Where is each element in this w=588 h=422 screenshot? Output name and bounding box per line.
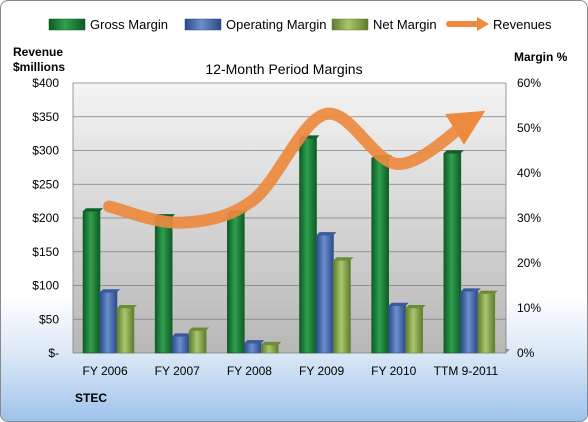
legend-swatch-net-margin bbox=[331, 18, 369, 31]
category-label: TTM 9-2011 bbox=[434, 364, 499, 378]
net-margin-bar-top bbox=[477, 290, 498, 294]
right-tick-label: 50% bbox=[517, 121, 541, 135]
category-label: FY 2010 bbox=[371, 364, 416, 378]
company-ticker: STEC bbox=[75, 391, 107, 405]
revenues-line bbox=[103, 107, 486, 229]
net-margin-bar bbox=[188, 330, 207, 354]
gross-margin-bar bbox=[299, 138, 317, 354]
net-margin-bar bbox=[116, 307, 135, 354]
left-tick-label: $150 bbox=[32, 245, 59, 259]
left-tick-label: $100 bbox=[32, 279, 59, 293]
left-tick-label: $300 bbox=[32, 144, 59, 158]
operating-margin-bar bbox=[388, 305, 406, 354]
legend-swatch-gross-margin bbox=[48, 18, 86, 31]
right-tick-label: 60% bbox=[517, 76, 541, 90]
operating-margin-bar bbox=[244, 342, 262, 354]
left-axis-title-line2: $millions bbox=[13, 60, 65, 74]
net-margin-bar bbox=[477, 293, 496, 354]
operating-margin-bar-top bbox=[316, 232, 337, 236]
net-margin-bar-top bbox=[189, 327, 210, 331]
net-margin-bar bbox=[261, 344, 279, 354]
right-tick-label: 0% bbox=[517, 346, 535, 360]
operating-margin-bar-top bbox=[172, 333, 193, 337]
legend-swatch-operating-margin bbox=[184, 18, 222, 31]
category-label: FY 2006 bbox=[83, 364, 128, 378]
gross-margin-bar bbox=[154, 216, 173, 354]
legend-label-net-margin: Net Margin bbox=[373, 17, 437, 32]
net-margin-bar-top bbox=[405, 305, 426, 308]
operating-margin-bar-top bbox=[100, 289, 120, 293]
left-tick-label: $200 bbox=[32, 211, 59, 225]
net-margin-bar-top bbox=[117, 305, 137, 308]
net-margin-bar-top bbox=[261, 341, 282, 345]
gross-margin-bar-top bbox=[443, 150, 464, 154]
category-label: FY 2009 bbox=[299, 364, 344, 378]
net-margin-bar-top bbox=[333, 257, 354, 261]
left-axis-title-line1: Revenue bbox=[13, 45, 63, 59]
net-margin-bar bbox=[333, 259, 351, 354]
right-axis-title: Margin % bbox=[514, 50, 568, 64]
gross-margin-bar bbox=[443, 152, 462, 354]
legend-arrow-icon bbox=[477, 17, 489, 31]
gross-margin-bar bbox=[82, 210, 101, 354]
operating-margin-bar bbox=[316, 234, 334, 354]
category-label: FY 2007 bbox=[155, 364, 200, 378]
operating-margin-bar bbox=[171, 336, 190, 354]
chart-title: 12-Month Period Margins bbox=[205, 61, 362, 77]
operating-margin-bar bbox=[460, 291, 479, 354]
legend-label-revenues: Revenues bbox=[493, 17, 552, 32]
left-tick-label: $350 bbox=[32, 110, 59, 124]
gross-margin-bar bbox=[371, 157, 389, 354]
operating-margin-bar-top bbox=[244, 340, 265, 344]
operating-margin-bar-top bbox=[388, 302, 409, 306]
operating-margin-bar bbox=[99, 291, 118, 354]
left-tick-label: $- bbox=[48, 346, 59, 360]
left-tick-label: $400 bbox=[32, 76, 59, 90]
right-tick-label: 30% bbox=[517, 211, 541, 225]
right-tick-label: 20% bbox=[517, 256, 541, 270]
category-label: FY 2008 bbox=[227, 364, 272, 378]
net-margin-bar bbox=[405, 307, 423, 354]
right-tick-label: 40% bbox=[517, 166, 541, 180]
legend-label-operating-margin: Operating Margin bbox=[226, 17, 326, 32]
legend: Gross Margin Operating Margin Net Margin… bbox=[48, 17, 552, 32]
gross-margin-bar-top bbox=[83, 208, 103, 212]
left-tick-label: $50 bbox=[39, 312, 59, 326]
legend-label-gross-margin: Gross Margin bbox=[90, 17, 168, 32]
operating-margin-bar-top bbox=[460, 288, 481, 292]
left-tick-label: $250 bbox=[32, 177, 59, 191]
right-tick-label: 10% bbox=[517, 301, 541, 315]
gross-margin-bar bbox=[227, 213, 245, 354]
